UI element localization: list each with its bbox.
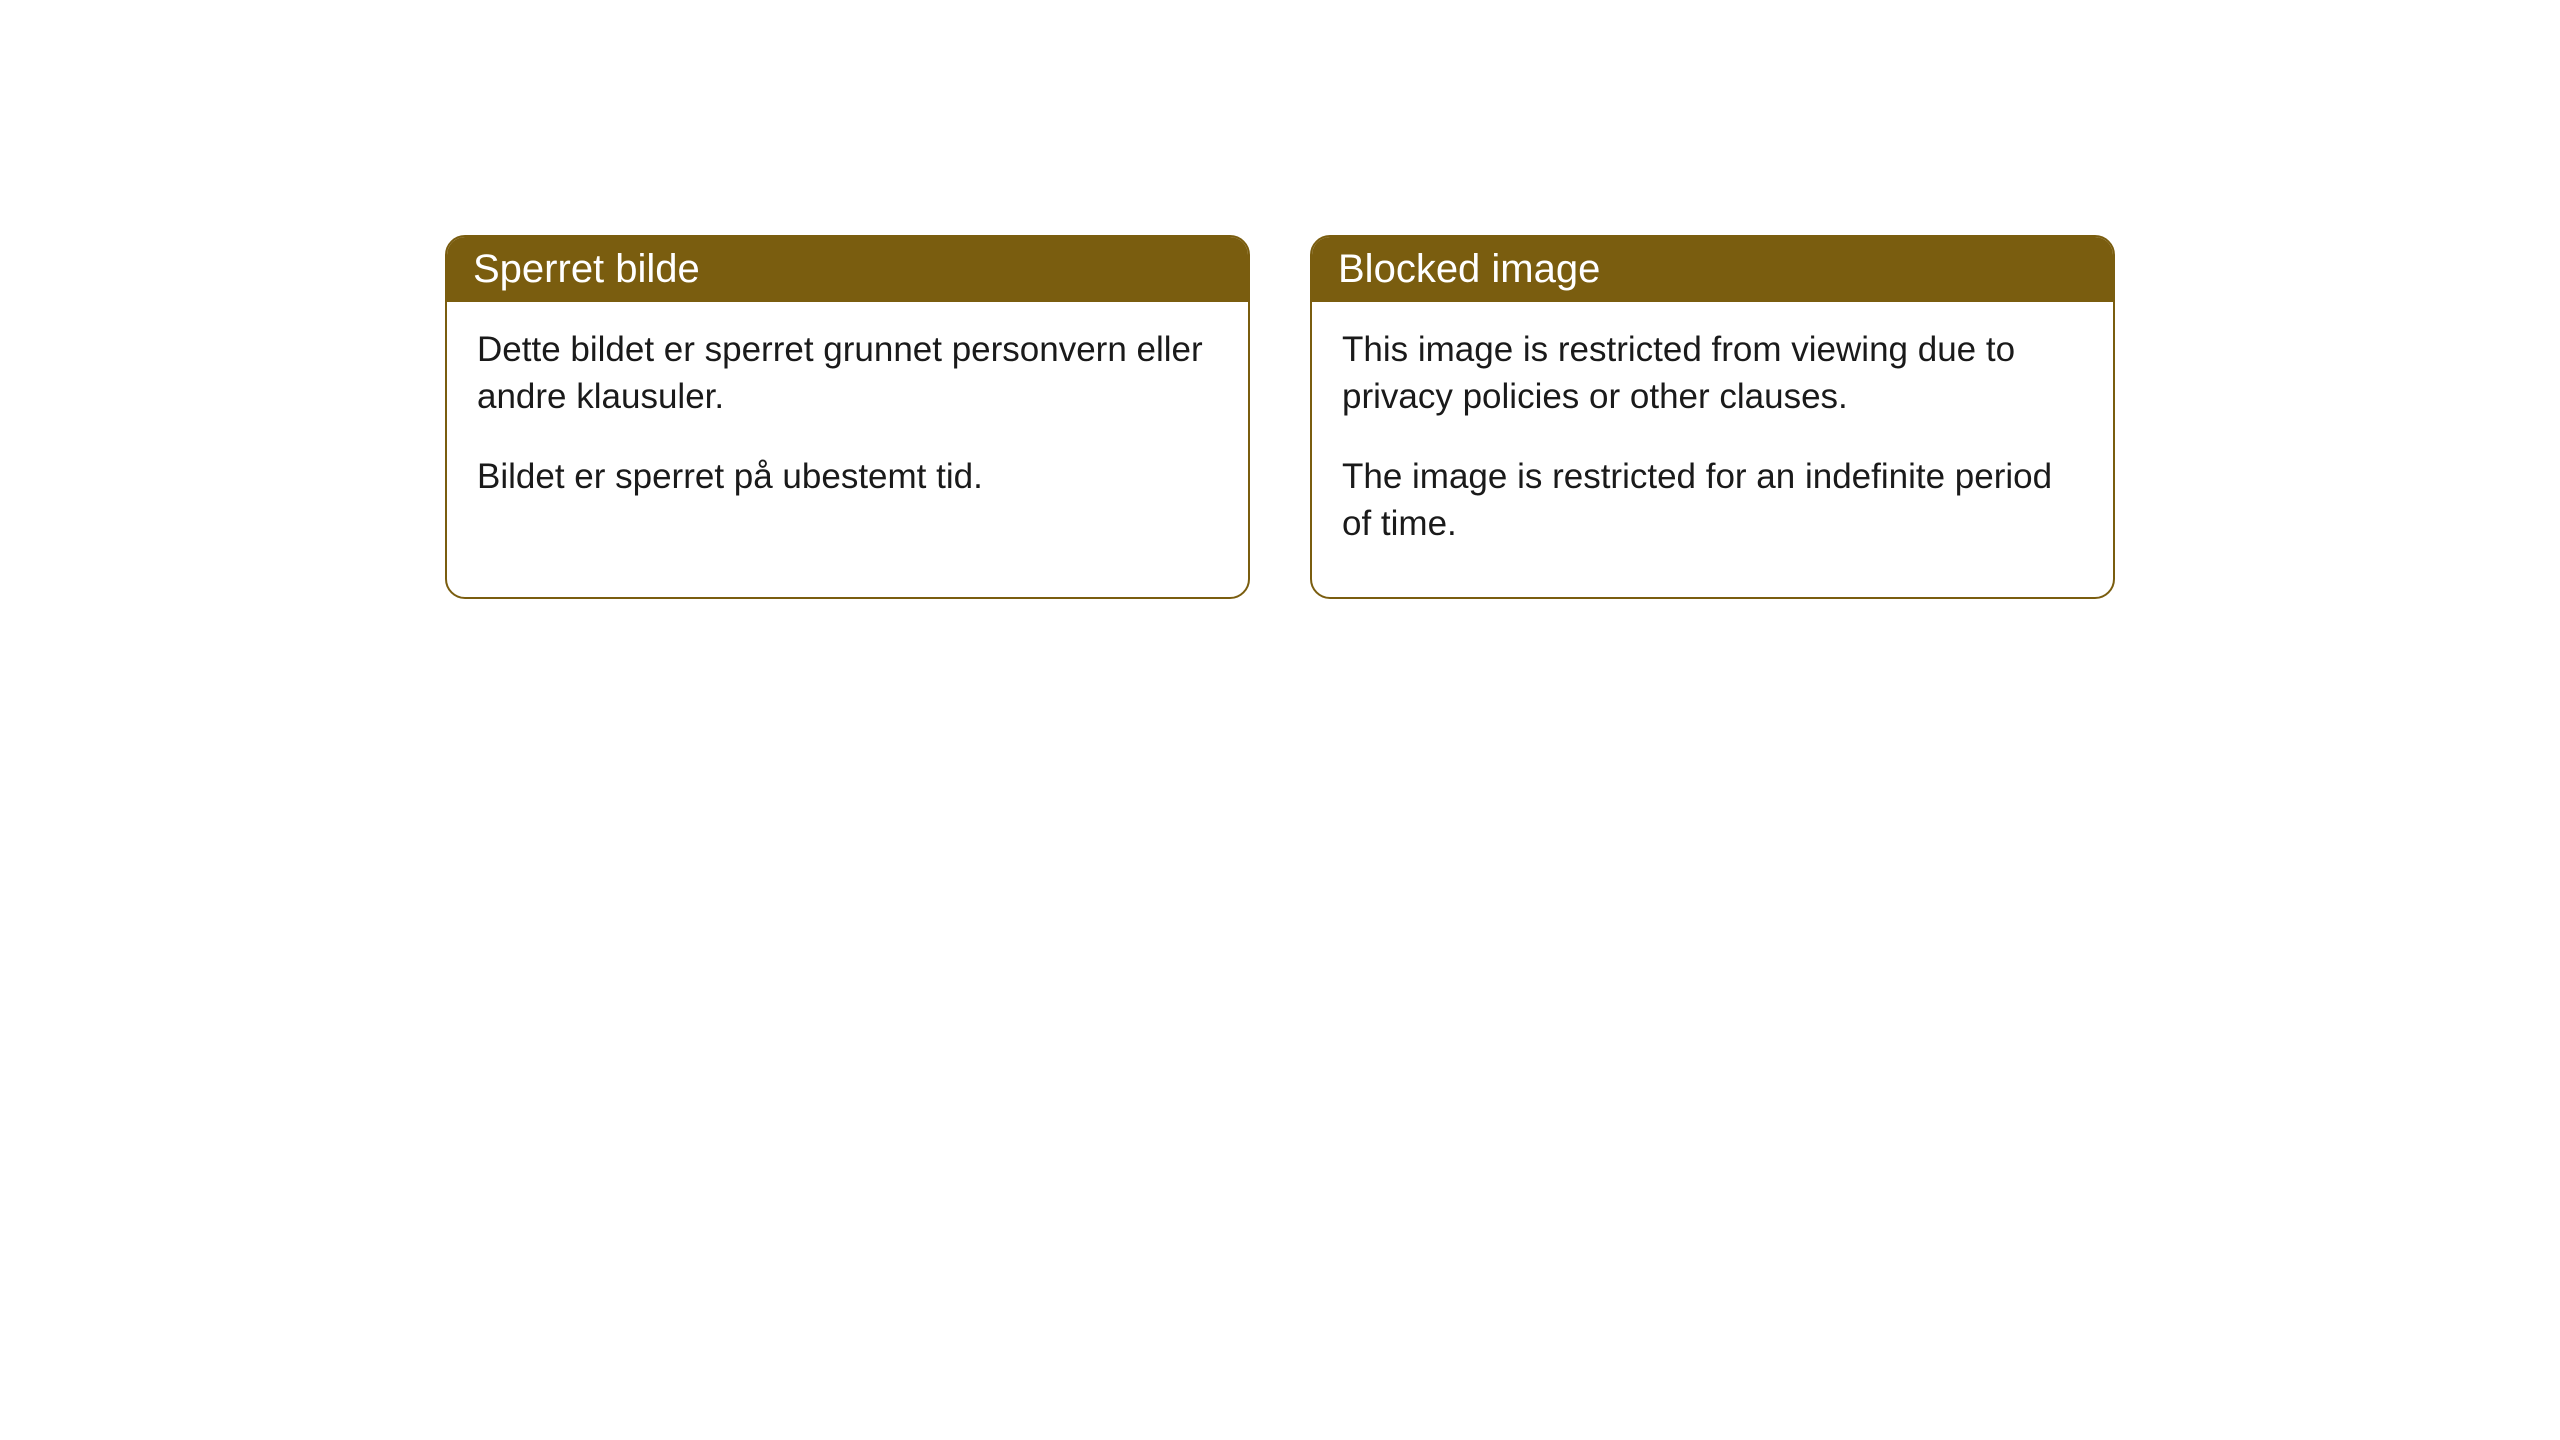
- notice-container: Sperret bilde Dette bildet er sperret gr…: [445, 235, 2560, 599]
- notice-paragraph: This image is restricted from viewing du…: [1342, 326, 2083, 421]
- notice-card-norwegian: Sperret bilde Dette bildet er sperret gr…: [445, 235, 1250, 599]
- notice-body-norwegian: Dette bildet er sperret grunnet personve…: [447, 302, 1248, 550]
- notice-paragraph: Bildet er sperret på ubestemt tid.: [477, 453, 1218, 500]
- notice-body-english: This image is restricted from viewing du…: [1312, 302, 2113, 597]
- notice-header-english: Blocked image: [1312, 237, 2113, 302]
- notice-paragraph: Dette bildet er sperret grunnet personve…: [477, 326, 1218, 421]
- notice-header-norwegian: Sperret bilde: [447, 237, 1248, 302]
- notice-paragraph: The image is restricted for an indefinit…: [1342, 453, 2083, 548]
- notice-card-english: Blocked image This image is restricted f…: [1310, 235, 2115, 599]
